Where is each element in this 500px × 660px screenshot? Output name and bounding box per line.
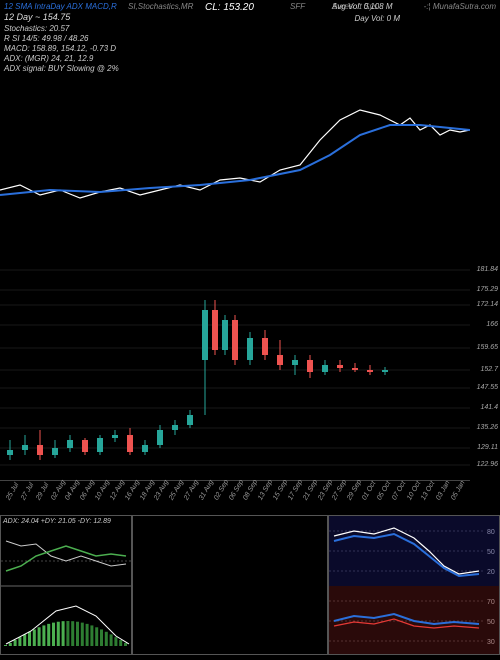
day-sma: 12 Day ~ 154.75 (4, 12, 70, 22)
watermark: -:¦ MunafaSutra.com (424, 2, 496, 11)
adx-macd-panel: ADX & MACD ADX: 24.04 +DY: 21.05 -DY: 12… (0, 515, 132, 655)
svg-text:20: 20 (487, 569, 495, 576)
price-line-chart (0, 70, 470, 250)
candlestick-chart (0, 260, 470, 481)
indicator-tags: 12 SMA IntraDay ADX MACD,R (4, 2, 117, 11)
stochastics-val: Stochastics: 20.57 (4, 24, 69, 33)
indicator-panels: ADX & MACD ADX: 24.04 +DY: 21.05 -DY: 12… (0, 515, 500, 655)
day-vol: Day Vol: 0 M (355, 14, 401, 23)
macd-val: MACD: 158.89, 154.12, -0.73 D (4, 44, 116, 53)
avg-vol: Avg Vol: 0.108 M (332, 2, 420, 11)
svg-text:50: 50 (487, 619, 495, 626)
adx-reading: ADX: 24.04 +DY: 21.05 -DY: 12.89 (3, 518, 111, 525)
adx-val: ADX: (MGR) 24, 21, 12.9 (4, 54, 93, 63)
price-axis: 181.84175.29172.14166159.65152.7147.5514… (470, 260, 500, 480)
svg-text:50: 50 (487, 549, 495, 556)
stochastics-panel: Stochastics & R SI 805020705030 (328, 515, 500, 655)
indicator-tags-2: SI,Stochastics,MR (128, 2, 193, 11)
sff-label: SFF (290, 2, 305, 11)
intraday-panel: Intra Day Trading Price & MR SI (132, 515, 329, 655)
close-price: CL: 153.20 (205, 2, 254, 13)
chart-header: 12 SMA IntraDay ADX MACD,R SI,Stochastic… (0, 0, 500, 70)
date-axis: 25 Jul27 Jul29 Jul02 Aug04 Aug06 Aug10 A… (0, 480, 470, 510)
svg-text:80: 80 (487, 529, 495, 536)
svg-text:30: 30 (487, 639, 495, 646)
svg-text:70: 70 (487, 599, 495, 606)
rsi-val: R SI 14/5: 49.98 / 48.26 (4, 34, 89, 43)
